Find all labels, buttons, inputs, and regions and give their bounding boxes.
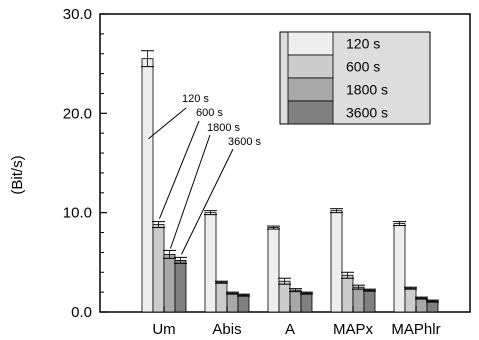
bar xyxy=(278,280,291,313)
annotation-label: 120 s xyxy=(182,93,209,105)
bar xyxy=(289,289,302,313)
plot-area: 0.0 10.0 20.0 30.0 Um Abis A MAPx MAPhlr 120 s 600… xyxy=(63,6,471,338)
y-axis-label: (Bit/s) xyxy=(9,155,26,194)
legend-label: 3600 s xyxy=(346,105,388,121)
bar xyxy=(352,286,365,313)
bar xyxy=(341,274,354,313)
bar xyxy=(363,289,376,313)
x-tick-label: Um xyxy=(152,321,175,338)
bar xyxy=(300,292,313,313)
bar xyxy=(237,294,250,313)
y-tick-label: 20.0 xyxy=(63,105,92,122)
y-tick-label: 30.0 xyxy=(63,6,92,23)
annotation-label: 3600 s xyxy=(228,136,262,148)
legend-swatch xyxy=(287,54,334,79)
legend-label: 120 s xyxy=(346,36,380,52)
annotation-leader xyxy=(148,107,187,140)
bar xyxy=(163,253,176,313)
bar xyxy=(267,227,280,313)
bar xyxy=(204,212,217,313)
legend-label: 600 s xyxy=(346,59,380,75)
y-tick-label: 0.0 xyxy=(71,304,92,321)
bar xyxy=(415,297,428,313)
bar xyxy=(404,287,417,313)
legend-swatch xyxy=(287,31,334,56)
x-tick-label: MAPhlr xyxy=(391,321,440,338)
bar xyxy=(393,223,406,313)
x-tick-label: MAPx xyxy=(333,321,374,338)
bar xyxy=(174,259,187,313)
annotation-leader xyxy=(181,148,234,255)
bar xyxy=(215,281,228,313)
bar xyxy=(330,210,343,313)
annotation-label: 1800 s xyxy=(207,122,241,134)
legend-label: 1800 s xyxy=(346,82,388,98)
annotation-leader xyxy=(170,134,211,249)
y-tick-label: 10.0 xyxy=(63,205,92,222)
legend-swatch xyxy=(287,77,334,102)
bar xyxy=(141,58,154,313)
bar xyxy=(152,224,165,313)
x-tick-label: Abis xyxy=(212,321,241,338)
bar xyxy=(426,300,439,313)
annotation-label: 600 s xyxy=(196,107,223,119)
annotation-leader xyxy=(159,120,200,219)
x-tick-label: A xyxy=(285,321,295,338)
legend-swatch xyxy=(287,100,334,125)
bar xyxy=(226,292,239,313)
